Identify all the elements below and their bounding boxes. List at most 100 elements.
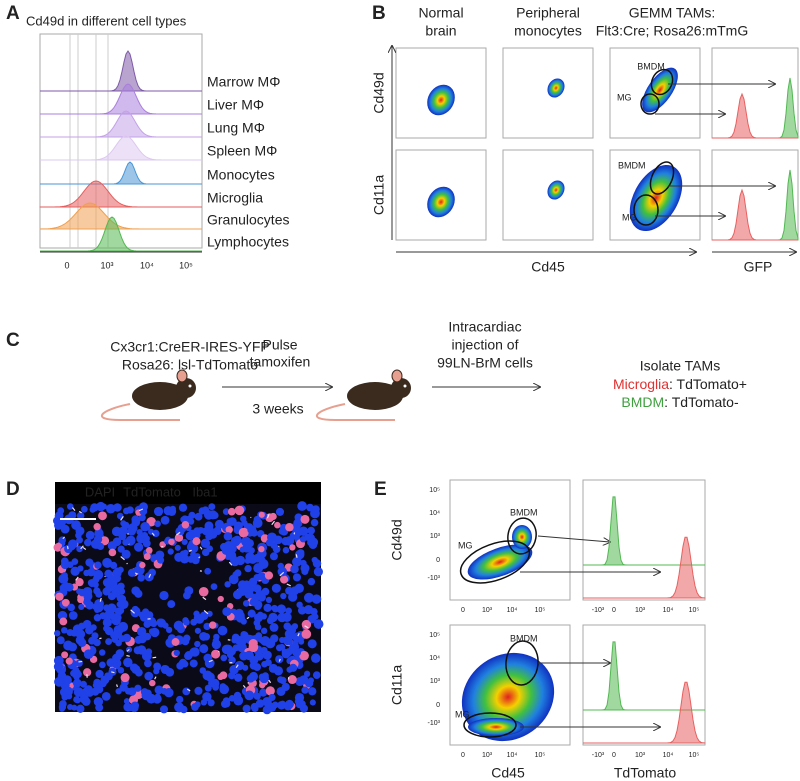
x-tick-label: 10⁴ xyxy=(663,752,674,759)
nucleus xyxy=(165,667,175,677)
column-header: Peripheral xyxy=(516,5,580,21)
nucleus xyxy=(200,699,208,706)
microglia-process xyxy=(138,508,144,512)
nucleus xyxy=(127,526,137,536)
nucleus xyxy=(234,673,243,682)
arrow xyxy=(537,535,610,542)
nucleus xyxy=(140,522,150,532)
nucleus xyxy=(301,567,309,576)
nucleus xyxy=(292,573,302,582)
nucleus xyxy=(240,618,247,625)
nucleus xyxy=(60,524,70,534)
nucleus xyxy=(242,600,250,607)
nucleus xyxy=(277,566,288,577)
nucleus xyxy=(142,539,151,548)
microglia-process xyxy=(116,684,119,688)
nucleus xyxy=(294,513,303,522)
panel-label: C xyxy=(6,330,20,351)
nucleus xyxy=(244,690,255,701)
gate xyxy=(650,68,674,96)
nucleus xyxy=(272,545,281,553)
nucleus xyxy=(77,596,84,604)
x-tick-label: -10³ xyxy=(592,752,605,759)
nucleus xyxy=(99,536,110,546)
y-tick-label: 10³ xyxy=(430,678,441,685)
density-plot xyxy=(629,164,683,232)
nucleus xyxy=(290,564,299,574)
panel-label: E xyxy=(374,479,387,500)
plot-frame xyxy=(449,479,571,601)
nucleus xyxy=(197,526,205,534)
nucleus xyxy=(105,638,113,646)
nucleus xyxy=(299,704,309,713)
plot-frame xyxy=(711,149,799,241)
nucleus xyxy=(183,634,191,642)
gate xyxy=(640,93,660,115)
histogram xyxy=(40,50,202,92)
microglia-process xyxy=(208,659,213,663)
nucleus xyxy=(162,622,169,629)
nucleus xyxy=(194,701,201,708)
nucleus xyxy=(66,693,73,700)
nucleus xyxy=(127,538,134,546)
nucleus xyxy=(120,673,130,683)
nucleus xyxy=(239,638,247,646)
nucleus xyxy=(153,506,164,517)
nucleus xyxy=(77,638,87,647)
nucleus xyxy=(116,595,123,602)
nucleus xyxy=(307,639,317,649)
x-tick-label: 10³ xyxy=(635,752,646,759)
plot-frame xyxy=(502,47,594,139)
nucleus xyxy=(168,538,175,546)
nucleus xyxy=(301,619,312,630)
nucleus xyxy=(154,520,161,528)
x-tick-label: 0 xyxy=(612,752,616,759)
nucleus xyxy=(137,574,145,582)
nucleus xyxy=(264,571,274,580)
nucleus xyxy=(75,526,85,536)
nucleus xyxy=(114,607,123,616)
nucleus xyxy=(194,512,203,521)
result-line: BMDM: TdTomato- xyxy=(621,394,739,410)
column-header: GEMM TAMs: xyxy=(629,5,716,21)
nucleus xyxy=(137,634,147,644)
microglia-process xyxy=(188,549,192,552)
nucleus xyxy=(299,675,309,685)
nucleus xyxy=(93,569,104,580)
nucleus xyxy=(222,607,232,617)
nucleus xyxy=(136,529,143,536)
nucleus xyxy=(277,562,284,570)
density-plot xyxy=(547,78,565,98)
nucleus xyxy=(240,515,247,523)
nucleus xyxy=(227,541,235,549)
nucleus xyxy=(301,629,312,639)
nucleus xyxy=(94,598,104,609)
nucleus xyxy=(285,523,294,532)
gate-label: BMDM xyxy=(510,507,538,517)
nucleus xyxy=(269,552,278,561)
microglia-process xyxy=(202,596,207,601)
axis-label: Cd45 xyxy=(491,765,525,781)
cell-name: Microglia xyxy=(613,376,669,392)
gate-label: BMDM xyxy=(637,61,665,71)
nucleus xyxy=(184,651,193,661)
nucleus xyxy=(61,626,68,634)
x-tick-label: 0 xyxy=(461,607,465,614)
nucleus xyxy=(93,614,102,622)
nucleus xyxy=(313,567,323,577)
cell-type-label: Monocytes xyxy=(207,167,275,183)
mouse-head xyxy=(391,378,411,398)
y-tick-label: -10³ xyxy=(428,720,441,727)
nucleus xyxy=(78,603,85,610)
nucleus xyxy=(80,680,87,688)
nucleus xyxy=(198,586,209,597)
nucleus xyxy=(253,692,261,700)
axis-label: Cd11a xyxy=(389,665,405,705)
nucleus xyxy=(300,559,307,567)
nucleus xyxy=(204,567,212,575)
nucleus xyxy=(269,623,279,632)
nucleus xyxy=(121,549,131,559)
nucleus xyxy=(287,674,297,685)
gate-label: MG xyxy=(617,92,632,102)
